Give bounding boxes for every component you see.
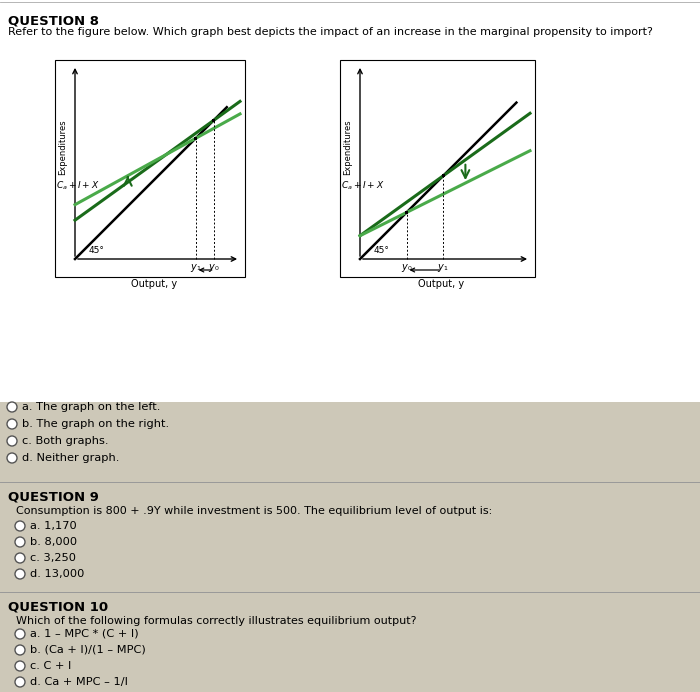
Text: 45°: 45° [374,246,390,255]
Circle shape [15,537,25,547]
Circle shape [15,521,25,531]
Bar [340,60,535,277]
Text: d. Ca + MPC – 1/I: d. Ca + MPC – 1/I [30,677,128,687]
Text: a. 1 – MPC * (C + I): a. 1 – MPC * (C + I) [30,629,139,639]
Bar [405,211,408,214]
Bar [55,60,245,277]
Text: b. The graph on the right.: b. The graph on the right. [22,419,169,429]
Text: a. The graph on the left.: a. The graph on the left. [22,402,160,412]
Text: d. 13,000: d. 13,000 [30,569,85,579]
Text: QUESTION 10: QUESTION 10 [8,600,108,613]
Circle shape [15,569,25,579]
Circle shape [15,677,25,687]
Circle shape [15,645,25,655]
Text: QUESTION 9: QUESTION 9 [8,490,99,503]
Text: 45°: 45° [89,246,105,255]
Circle shape [7,402,17,412]
Text: b. (Ca + I)/(1 – MPC): b. (Ca + I)/(1 – MPC) [30,645,146,655]
Text: Expenditures: Expenditures [344,119,353,174]
Text: Expenditures: Expenditures [59,119,67,174]
Text: $y₁$: $y₁$ [190,262,202,274]
Bar [442,174,444,177]
Circle shape [7,436,17,446]
Text: a. 1,170: a. 1,170 [30,521,77,531]
Text: Which of the following formulas correctly illustrates equilibrium output?: Which of the following formulas correctl… [16,616,416,626]
Text: $y₁$: $y₁$ [438,262,449,274]
Text: c. C + I: c. C + I [30,661,71,671]
Text: $y₀$: $y₀$ [208,262,219,274]
Text: Output, y: Output, y [131,279,177,289]
Circle shape [7,453,17,463]
Text: $y₀$: $y₀$ [401,262,412,274]
Text: Consumption is 800 + .9Y while investment is 500. The equilibrium level of outpu: Consumption is 800 + .9Y while investmen… [16,506,492,516]
Circle shape [7,419,17,429]
Text: c. 3,250: c. 3,250 [30,553,76,563]
Bar [0,0,700,402]
Text: c. Both graphs.: c. Both graphs. [22,436,108,446]
Text: $C_a + I + X$: $C_a + I + X$ [56,179,99,192]
Text: QUESTION 8: QUESTION 8 [8,14,99,27]
Circle shape [15,553,25,563]
Text: d. Neither graph.: d. Neither graph. [22,453,120,463]
Text: $C_a + I + X$: $C_a + I + X$ [341,179,384,192]
Circle shape [15,661,25,671]
Bar [212,119,215,122]
Circle shape [15,629,25,639]
Text: b. 8,000: b. 8,000 [30,537,77,547]
Bar [194,137,197,140]
Text: Output, y: Output, y [419,279,465,289]
Text: Refer to the figure below. Which graph best depicts the impact of an increase in: Refer to the figure below. Which graph b… [8,27,653,37]
